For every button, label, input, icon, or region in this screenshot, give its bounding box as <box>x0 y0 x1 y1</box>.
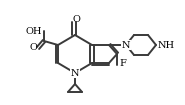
Text: N: N <box>71 68 79 77</box>
Text: NH: NH <box>158 41 175 49</box>
Text: O: O <box>72 16 80 24</box>
Text: O: O <box>29 43 37 51</box>
Text: F: F <box>119 58 126 68</box>
Text: OH: OH <box>26 28 42 37</box>
Text: N: N <box>122 41 130 49</box>
